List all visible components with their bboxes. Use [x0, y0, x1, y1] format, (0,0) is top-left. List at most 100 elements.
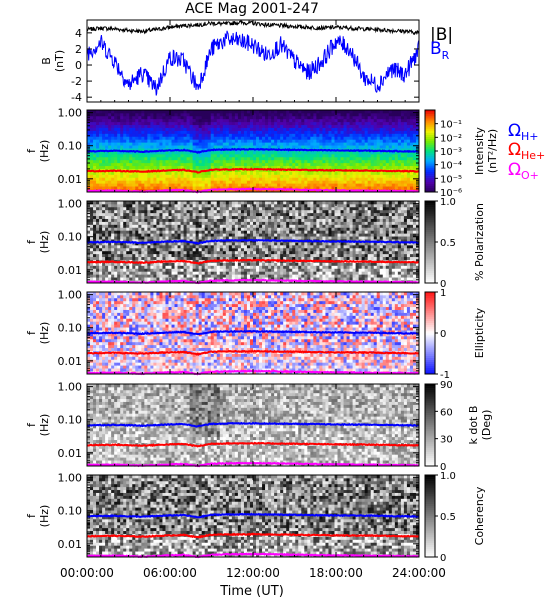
- heatmap-cell: [120, 256, 124, 260]
- heatmap-cell: [412, 110, 417, 114]
- heatmap-cell: [120, 233, 124, 237]
- heatmap-cell: [370, 142, 375, 146]
- heatmap-cell: [268, 133, 272, 137]
- heatmap-cell: [301, 145, 305, 149]
- heatmap-cell: [219, 121, 224, 126]
- heatmap-cell: [195, 177, 200, 181]
- heatmap-cell: [277, 162, 281, 167]
- heatmap-cell: [259, 215, 263, 219]
- heatmap-cell: [325, 171, 329, 175]
- heatmap-cell: [256, 206, 260, 211]
- heatmap-cell: [406, 118, 411, 123]
- heatmap-cell: [174, 203, 178, 208]
- heatmap-cell: [189, 256, 194, 260]
- heatmap-cell: [397, 115, 402, 120]
- heatmap-cell: [349, 153, 353, 158]
- heatmap-cell: [231, 244, 236, 249]
- heatmap-cell: [186, 256, 191, 260]
- colorbar-cell: [425, 153, 435, 156]
- heatmap-cell: [382, 118, 387, 123]
- heatmap-cell: [367, 171, 372, 175]
- heatmap-cell: [183, 265, 187, 269]
- heatmap-cell: [394, 130, 399, 134]
- heatmap-cell: [156, 242, 160, 246]
- heatmap-cell: [295, 174, 299, 178]
- heatmap-cell: [246, 268, 251, 272]
- heatmap-cell: [204, 253, 209, 258]
- heatmap-cell: [150, 133, 154, 137]
- heatmap-cell: [162, 224, 166, 228]
- heatmap-cell: [93, 206, 97, 211]
- heatmap-cell: [295, 127, 299, 131]
- heatmap-cell: [186, 174, 191, 178]
- heatmap-cell: [328, 165, 332, 169]
- heatmap-cell: [361, 186, 366, 190]
- heatmap-cell: [162, 139, 166, 143]
- heatmap-cell: [123, 203, 127, 208]
- heatmap-cell: [186, 153, 191, 158]
- heatmap-cell: [225, 189, 230, 193]
- heatmap-cell: [189, 271, 194, 275]
- heatmap-cell: [367, 151, 372, 155]
- heatmap-cell: [189, 218, 194, 222]
- heatmap-cell: [310, 165, 314, 169]
- heatmap-cell: [262, 177, 266, 181]
- colorbar-cell: [425, 114, 435, 117]
- heatmap-cell: [352, 183, 357, 187]
- heatmap-cell: [210, 203, 215, 208]
- heatmap-cell: [349, 130, 353, 134]
- heatmap-cell: [234, 177, 239, 181]
- heatmap-cell: [210, 145, 215, 149]
- heatmap-cell: [114, 174, 118, 178]
- heatmap-cell: [367, 174, 372, 178]
- heatmap-cell: [117, 151, 121, 155]
- heatmap-cell: [192, 130, 197, 134]
- heatmap-cell: [162, 177, 166, 181]
- heatmap-cell: [234, 224, 239, 228]
- heatmap-cell: [277, 136, 281, 140]
- heatmap-cell: [135, 148, 139, 152]
- heatmap-cell: [286, 159, 290, 164]
- heatmap-cell: [373, 124, 378, 128]
- heatmap-cell: [358, 118, 363, 123]
- heatmap-cell: [307, 112, 311, 117]
- heatmap-cell: [180, 262, 184, 266]
- heatmap-cell: [138, 171, 142, 175]
- heatmap-cell: [204, 236, 209, 240]
- heatmap-cell: [168, 124, 172, 128]
- heatmap-cell: [253, 133, 257, 137]
- heatmap-cell: [141, 256, 145, 260]
- heatmap-cell: [123, 239, 127, 243]
- heatmap-cell: [162, 244, 166, 249]
- heatmap-cell: [313, 133, 317, 137]
- heatmap-cell: [246, 145, 251, 149]
- heatmap-cell: [99, 212, 103, 217]
- heatmap-cell: [99, 256, 103, 260]
- heatmap-cell: [219, 227, 224, 231]
- heatmap-cell: [189, 118, 194, 123]
- heatmap-cell: [231, 253, 236, 258]
- heatmap-cell: [265, 186, 269, 190]
- heatmap-cell: [114, 112, 118, 117]
- heatmap-cell: [228, 127, 233, 131]
- heatmap-cell: [165, 177, 169, 181]
- heatmap-cell: [96, 201, 100, 205]
- heatmap-cell: [87, 221, 91, 225]
- heatmap-cell: [391, 118, 396, 123]
- heatmap-cell: [243, 168, 248, 172]
- heatmap-cell: [246, 115, 251, 120]
- heatmap-cell: [228, 227, 233, 231]
- heatmap-cell: [237, 253, 242, 258]
- heatmap-cell: [316, 174, 320, 178]
- heatmap-cell: [165, 201, 169, 205]
- heatmap-cell: [256, 162, 260, 167]
- heatmap-cell: [117, 127, 121, 131]
- heatmap-cell: [358, 110, 363, 114]
- heatmap-cell: [367, 153, 372, 158]
- heatmap-cell: [207, 277, 212, 281]
- heatmap-cell: [174, 242, 178, 246]
- heatmap-cell: [114, 268, 118, 272]
- heatmap-cell: [189, 127, 194, 131]
- heatmap-cell: [388, 148, 393, 152]
- heatmap-cell: [213, 244, 218, 249]
